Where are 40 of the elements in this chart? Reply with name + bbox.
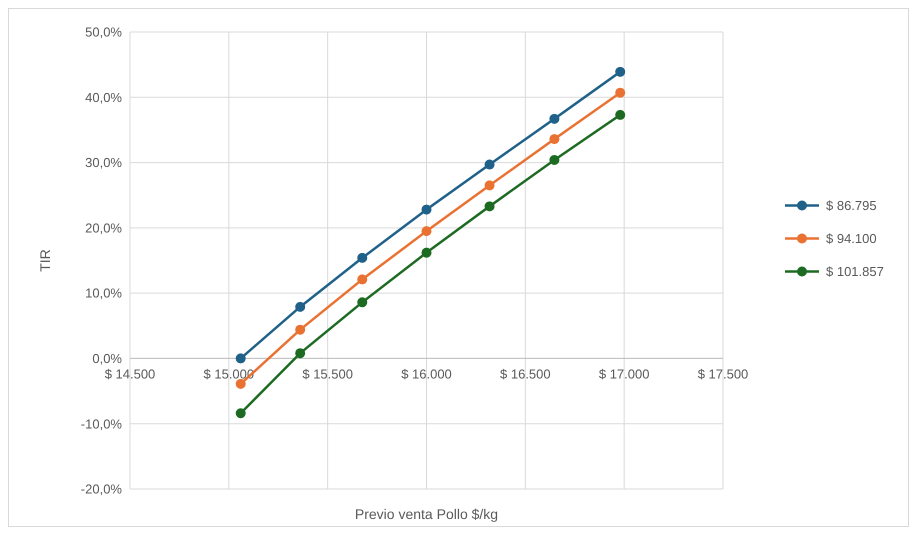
point bbox=[422, 248, 432, 258]
point bbox=[484, 160, 495, 170]
y-tick-label: -10,0% bbox=[80, 416, 122, 432]
y-tick-label: 30,0% bbox=[85, 155, 122, 170]
y-tick-label: 0,0% bbox=[92, 350, 122, 366]
x-tick-label: $ 17.500 bbox=[698, 366, 748, 382]
point bbox=[295, 324, 306, 335]
legend-label: $ 94.100 bbox=[826, 231, 877, 246]
point bbox=[615, 88, 626, 98]
x-tick-label: $ 14.500 bbox=[104, 366, 156, 382]
legend-label: $ 86.795 bbox=[826, 198, 877, 214]
y-tick-label: 40,0% bbox=[85, 90, 122, 105]
point bbox=[236, 408, 246, 418]
point bbox=[422, 204, 432, 215]
y-tick-label: 20,0% bbox=[85, 220, 122, 236]
y-tick-label: -20,0% bbox=[80, 482, 122, 497]
x-tick-label: $ 16.000 bbox=[401, 366, 452, 382]
point bbox=[615, 110, 626, 120]
point bbox=[357, 252, 368, 263]
point bbox=[549, 114, 560, 124]
point bbox=[484, 201, 495, 212]
point bbox=[236, 378, 246, 389]
point bbox=[549, 154, 560, 165]
y-tick-label: 10,0% bbox=[85, 286, 122, 301]
point bbox=[484, 180, 495, 190]
point bbox=[615, 66, 626, 77]
y-axis-title: TIR bbox=[37, 249, 53, 272]
point bbox=[295, 348, 306, 358]
point bbox=[236, 353, 246, 364]
point bbox=[549, 134, 560, 144]
point bbox=[422, 226, 432, 236]
y-tick-label: 50,0% bbox=[85, 24, 122, 40]
x-tick-label: $ 17.000 bbox=[598, 366, 650, 382]
x-tick-label: $ 15.500 bbox=[302, 366, 353, 382]
x-tick-label: $ 16.500 bbox=[500, 366, 551, 382]
point bbox=[295, 302, 306, 312]
legend-label: $ 101.857 bbox=[826, 264, 884, 280]
point bbox=[357, 297, 368, 308]
x-axis-title: Previo venta Pollo $/kg bbox=[354, 506, 498, 522]
point bbox=[357, 274, 368, 284]
